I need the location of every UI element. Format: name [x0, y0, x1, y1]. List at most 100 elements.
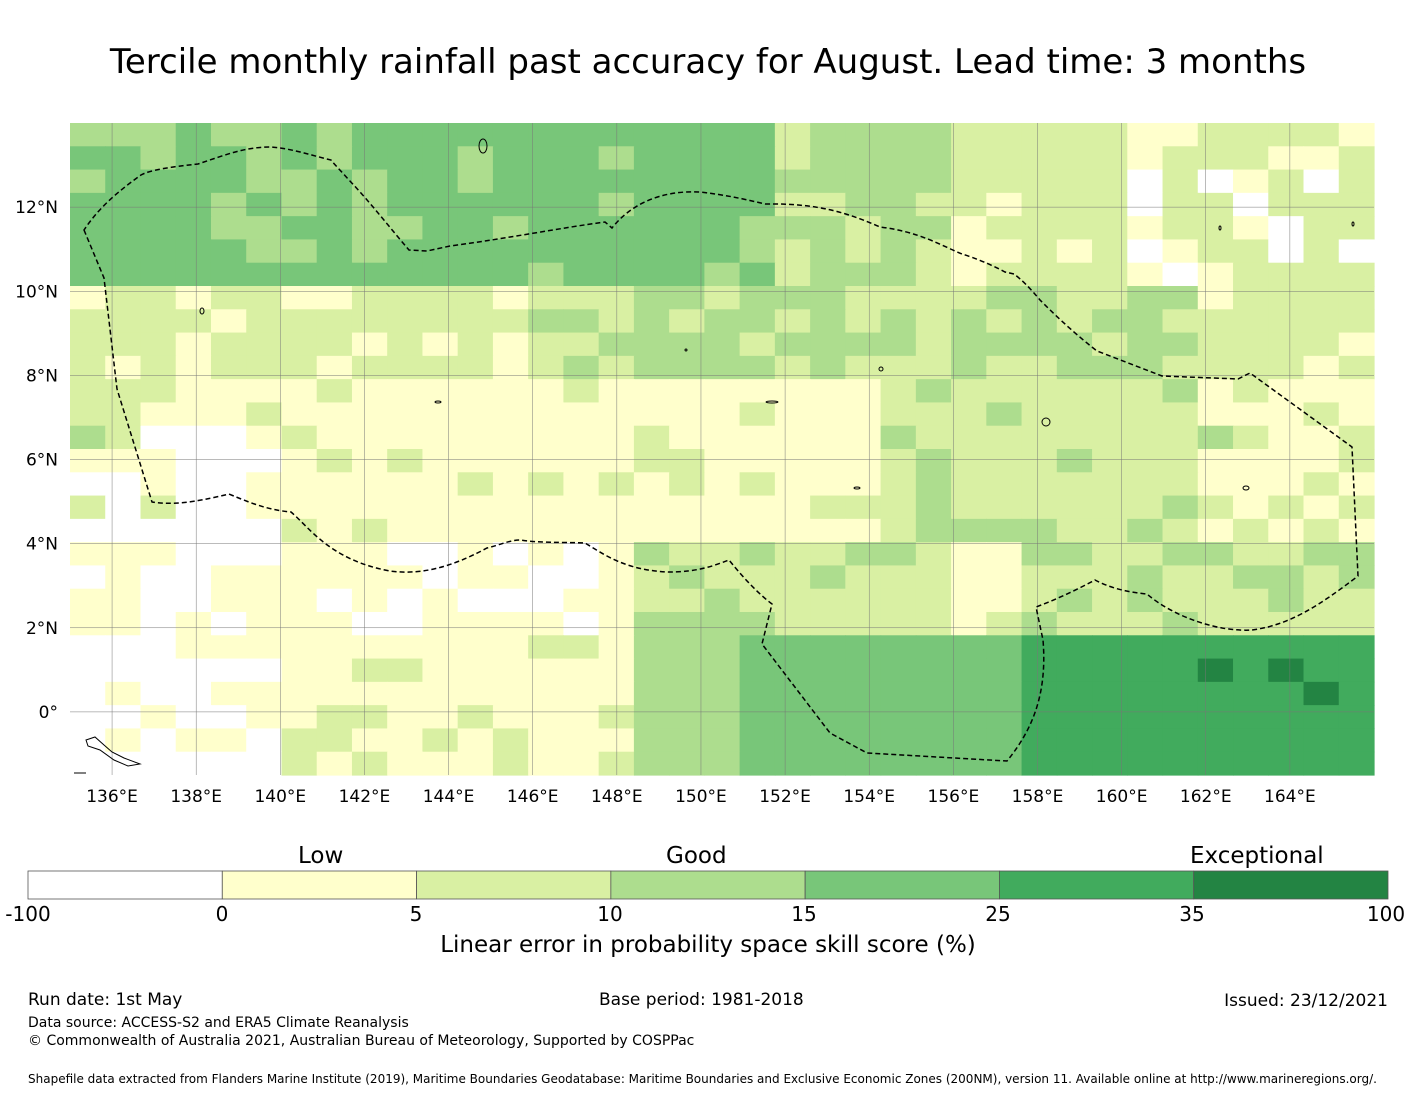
skill-cell — [246, 309, 283, 334]
colorbar-tick: 35 — [1179, 902, 1205, 926]
skill-cell — [528, 286, 564, 310]
skill-cell — [492, 146, 529, 171]
skill-cell — [316, 751, 353, 776]
skill-cell — [951, 402, 987, 427]
skill-cell — [1268, 309, 1305, 334]
skill-cell — [598, 635, 635, 660]
skill-cell — [1338, 449, 1375, 473]
skill-cell — [810, 379, 846, 404]
skill-cell — [351, 565, 388, 590]
skill-cell — [1127, 425, 1164, 450]
skill-cell — [880, 751, 917, 776]
skill-cell — [915, 588, 952, 613]
skill-cell — [281, 542, 318, 567]
skill-cell — [70, 658, 106, 683]
skill-cell — [951, 355, 987, 380]
skill-cell — [598, 425, 635, 450]
skill-cell — [105, 518, 142, 543]
skill-cell — [70, 495, 106, 520]
skill-cell — [140, 728, 177, 753]
skill-cell — [387, 681, 424, 706]
skill-cell — [316, 309, 353, 334]
skill-cell — [246, 681, 283, 706]
skill-cell — [422, 309, 459, 334]
skill-cell — [1268, 192, 1305, 217]
skill-cell — [951, 658, 987, 683]
colorbar-label-low: Low — [298, 843, 344, 869]
skill-cell — [1056, 379, 1093, 404]
skill-cell — [210, 681, 247, 706]
colorbar-tick: 5 — [409, 902, 423, 926]
skill-cell — [316, 495, 353, 520]
copyright-notice: © Commonwealth of Australia 2021, Austra… — [28, 1033, 695, 1049]
skill-cell — [316, 123, 353, 147]
skill-cell — [457, 262, 494, 287]
lon-tick-label: 160°E — [1096, 787, 1148, 807]
skill-cell — [175, 472, 212, 497]
skill-cell — [1233, 425, 1269, 450]
skill-cell — [845, 169, 882, 194]
skill-cell — [140, 309, 177, 334]
skill-cell — [1338, 705, 1375, 730]
skill-cell — [210, 658, 247, 683]
skill-cell — [1303, 239, 1340, 264]
skill-cell — [1021, 681, 1058, 706]
colorbar-tick: 0 — [215, 902, 229, 926]
skill-cell — [422, 355, 459, 380]
skill-cell — [951, 169, 987, 194]
skill-cell — [563, 635, 600, 660]
skill-cell — [175, 286, 212, 310]
skill-cell — [598, 751, 635, 776]
skill-cell — [210, 379, 247, 404]
skill-cell — [1162, 169, 1199, 194]
island-outline — [684, 348, 688, 352]
skill-cell — [105, 495, 142, 520]
skill-cell — [1162, 332, 1199, 357]
skill-cell — [845, 658, 882, 683]
skill-cell — [563, 239, 600, 264]
skill-cell — [492, 612, 529, 636]
skill-cell — [492, 192, 529, 217]
skill-cell — [1233, 169, 1269, 194]
skill-cell — [1127, 495, 1164, 520]
skill-cell — [528, 309, 564, 334]
skill-cell — [281, 286, 318, 310]
skill-cell — [210, 425, 247, 450]
skill-cell — [140, 658, 177, 683]
skill-cell — [1338, 192, 1375, 217]
skill-cell — [457, 635, 494, 660]
skill-cell — [1056, 449, 1093, 473]
skill-cell — [810, 612, 846, 636]
skill-cell — [210, 472, 247, 497]
skill-cell — [457, 169, 494, 194]
skill-cell — [845, 705, 882, 730]
skill-cell — [387, 658, 424, 683]
skill-cell — [422, 751, 459, 776]
skill-cell — [1197, 658, 1234, 683]
colorbar-swatch — [221, 870, 417, 900]
skill-cell — [563, 123, 600, 147]
skill-cell — [175, 425, 212, 450]
skill-cell — [528, 728, 564, 753]
skill-cell — [915, 146, 952, 171]
skill-cell — [951, 123, 987, 147]
skill-cell — [351, 379, 388, 404]
skill-cell — [915, 658, 952, 683]
lat-tick-label: 2°N — [26, 619, 58, 639]
skill-cell — [951, 309, 987, 334]
skill-cell — [1303, 216, 1340, 241]
skill-cell — [210, 169, 247, 194]
skill-cell — [1021, 402, 1058, 427]
skill-cell — [1127, 286, 1164, 310]
skill-cell — [105, 705, 142, 730]
skill-cell — [105, 542, 142, 567]
skill-cell — [70, 612, 106, 636]
skill-cell — [1056, 472, 1093, 497]
skill-cell — [845, 355, 882, 380]
skill-cell — [422, 681, 459, 706]
lon-tick-label: 140°E — [254, 787, 306, 807]
skill-cell — [316, 518, 353, 543]
skill-cell — [810, 588, 846, 613]
skill-cell — [246, 332, 283, 357]
skill-cell — [1021, 239, 1058, 264]
